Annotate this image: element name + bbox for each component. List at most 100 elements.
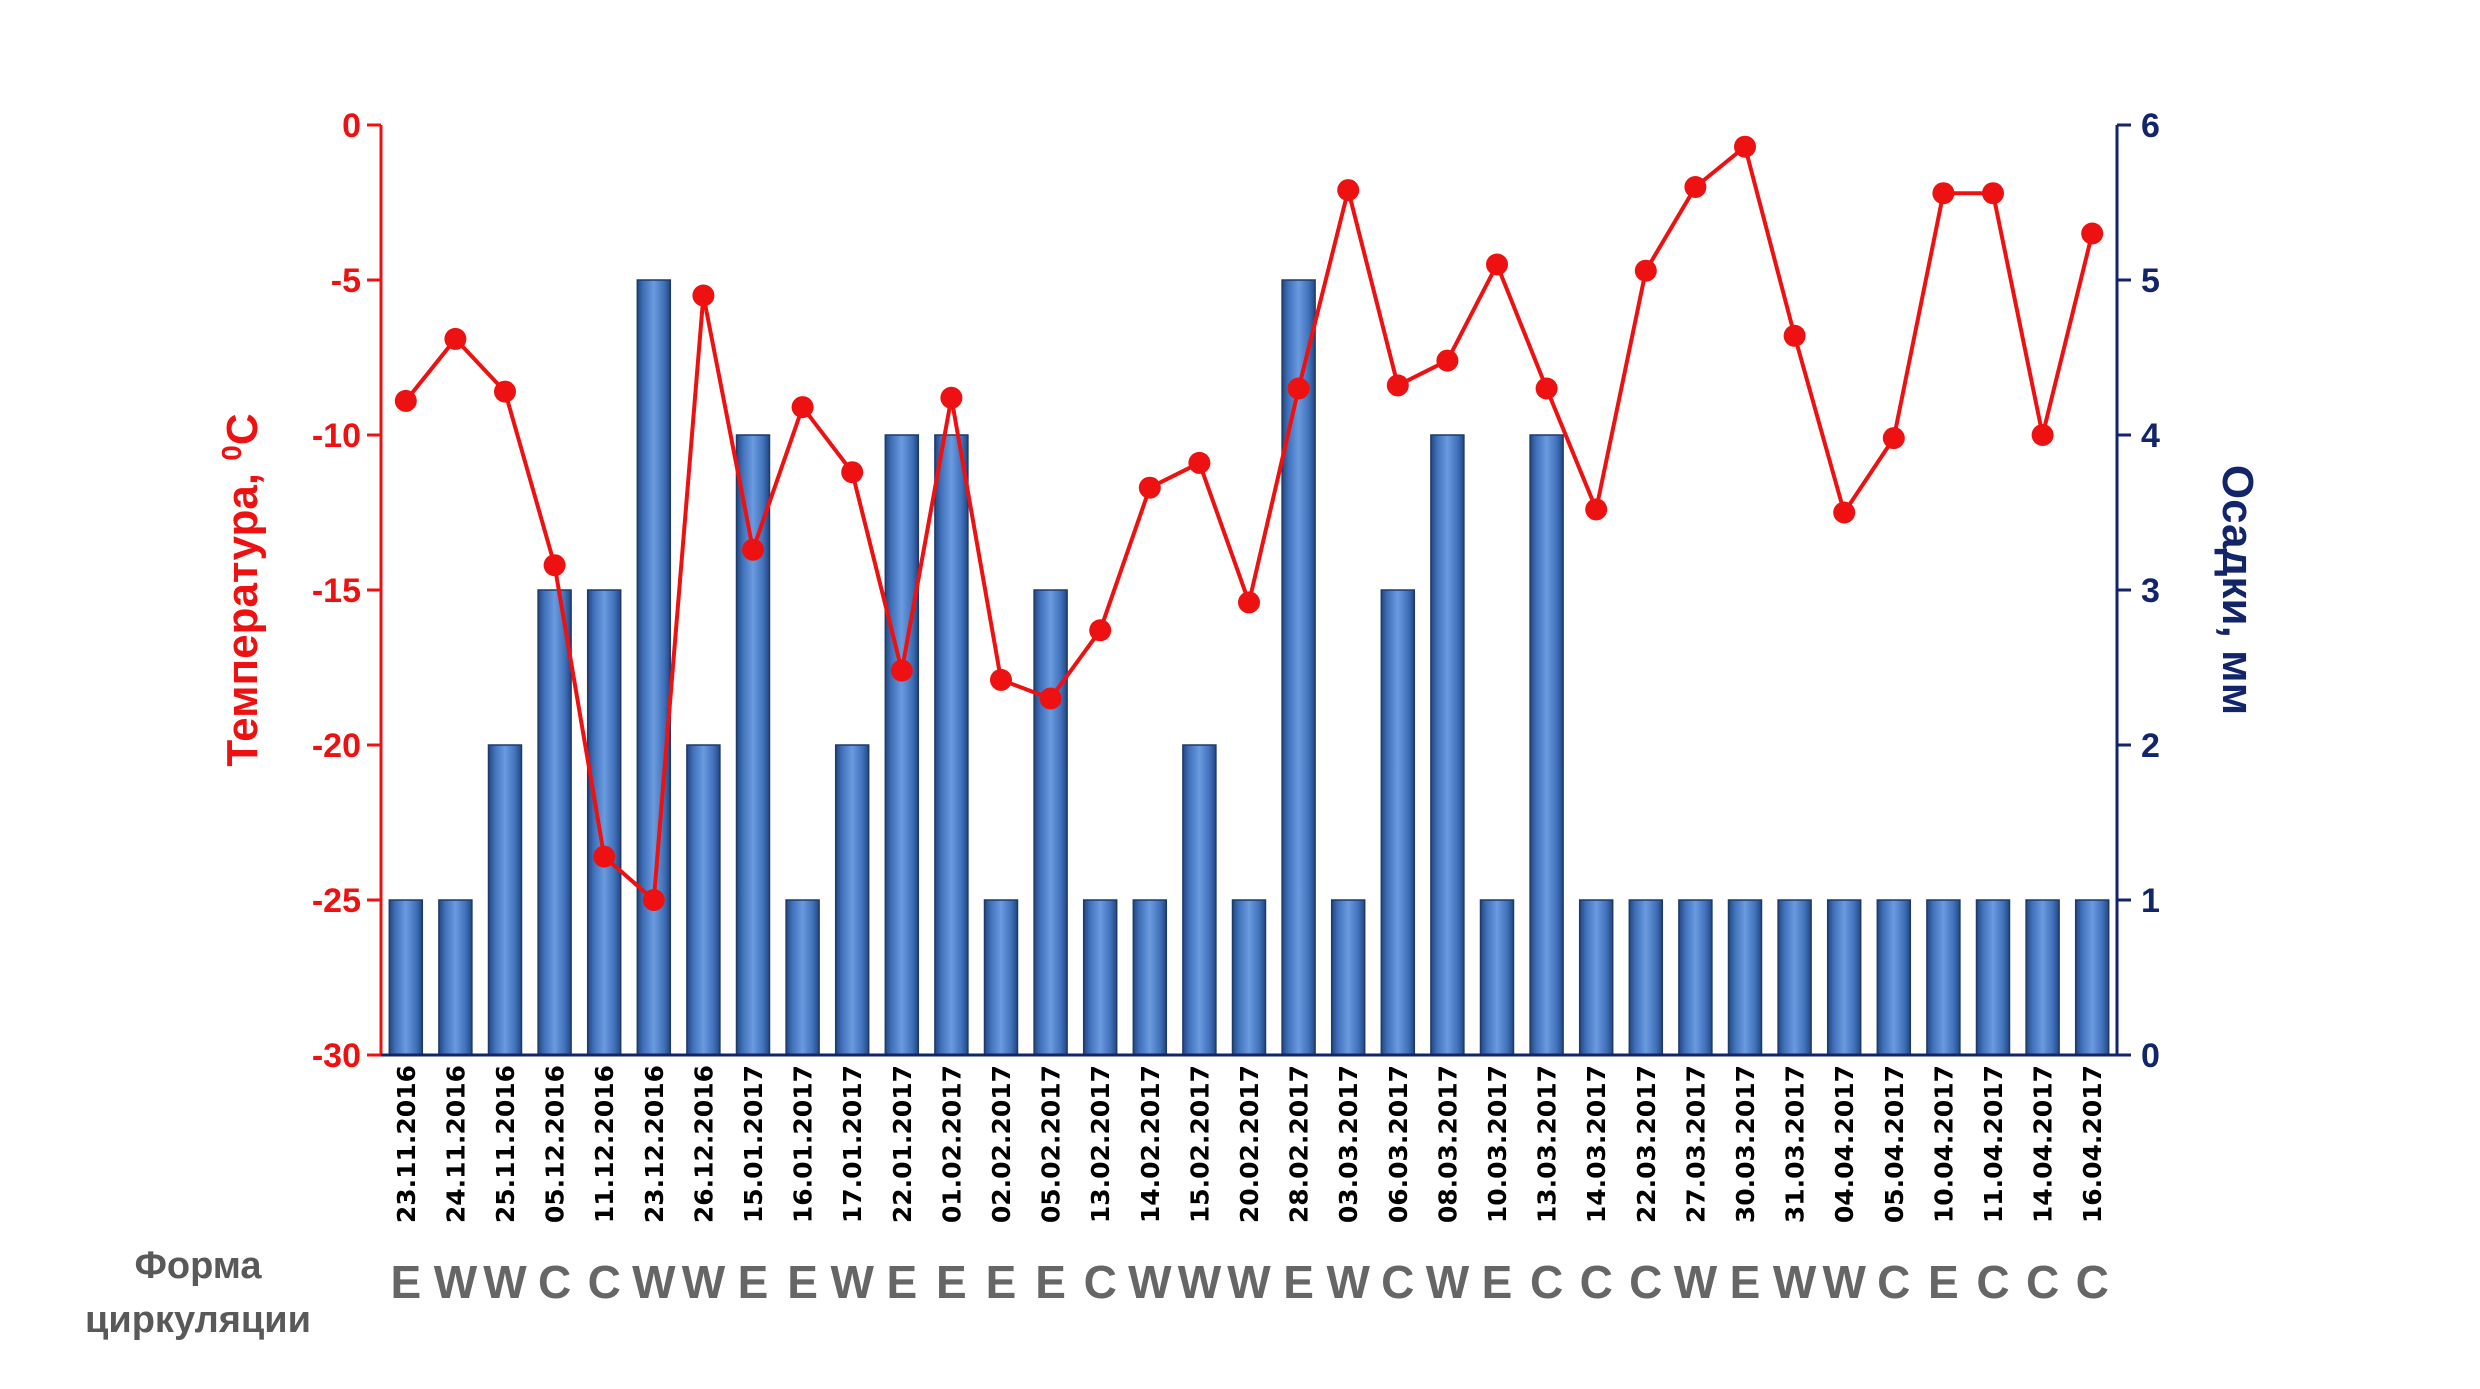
precipitation-bar (388, 899, 424, 1056)
circulation-letter: C (1580, 1256, 1613, 1308)
circulation-letter: W (632, 1256, 676, 1308)
precipitation-bar (834, 744, 870, 1056)
temperature-point (1932, 182, 1955, 205)
precipitation-bar (1777, 899, 1812, 1056)
date-label: 23.12.2016 (640, 1065, 669, 1223)
circulation-letter: E (787, 1256, 818, 1308)
circulation-letter: W (434, 1256, 478, 1308)
date-label: 24.11.2016 (441, 1065, 470, 1223)
temperature-point (1287, 377, 1310, 400)
date-label: 11.04.2017 (1979, 1065, 2008, 1223)
precipitation-bar (934, 434, 969, 1056)
temperature-point (394, 389, 417, 412)
date-label: 11.12.2016 (590, 1065, 619, 1223)
right-tick-label: 6 (2141, 107, 2160, 145)
circulation-letter: E (986, 1256, 1017, 1308)
date-label: 16.01.2017 (789, 1065, 818, 1223)
temperature-point (1833, 501, 1856, 524)
left-tick-label: -30 (312, 1037, 361, 1075)
circulation-letter: W (1773, 1256, 1817, 1308)
circulation-letter: E (1283, 1256, 1314, 1308)
left-axis-ticks: 0 -5 -10 -15 -20 -25 -30 (312, 107, 381, 1075)
temperature-point (1783, 324, 1806, 347)
circulation-letter: C (1877, 1256, 1910, 1308)
right-tick-label: 5 (2141, 262, 2160, 300)
date-label: 01.02.2017 (937, 1065, 966, 1223)
circulation-letter: W (1674, 1256, 1718, 1308)
temperature-point (543, 554, 566, 577)
temperature-point (1634, 259, 1657, 282)
circulation-letter: W (1178, 1256, 1222, 1308)
precipitation-bar (1826, 899, 1862, 1056)
date-label: 05.12.2016 (541, 1065, 570, 1223)
precipitation-bar (1182, 744, 1217, 1056)
circulation-letter: E (390, 1256, 421, 1308)
precipitation-bar (983, 899, 1019, 1056)
temperature-point (940, 386, 963, 409)
precipitation-bar (1231, 899, 1267, 1056)
circulation-letter: C (1976, 1256, 2009, 1308)
temperature-point (990, 668, 1012, 691)
precipitation-bar (2074, 899, 2110, 1056)
precipitation-bar (586, 589, 622, 1056)
date-label: 15.02.2017 (1185, 1065, 1214, 1223)
circulation-letter: E (936, 1256, 967, 1308)
precipitation-bar (1380, 589, 1416, 1056)
date-label: 22.01.2017 (888, 1065, 917, 1223)
circulation-letter: W (1326, 1256, 1370, 1308)
temperature-point (2031, 424, 2054, 446)
circulation-letter: W (1822, 1256, 1866, 1308)
precipitation-bar (1330, 899, 1366, 1056)
date-label: 10.03.2017 (1483, 1065, 1512, 1223)
date-label: 25.11.2016 (491, 1065, 520, 1223)
precipitation-bar (884, 434, 920, 1056)
circulation-letter: C (1530, 1256, 1563, 1308)
temperature-point (1535, 377, 1558, 400)
date-label: 23.11.2016 (392, 1065, 421, 1223)
precipitation-bar (438, 899, 473, 1056)
precipitation-bar (1578, 899, 1614, 1056)
precipitation-bar (2025, 899, 2060, 1056)
precipitation-bar (1678, 899, 1713, 1056)
date-label: 16.04.2017 (2078, 1065, 2107, 1223)
left-axis-title: Температура, 0С (216, 413, 267, 766)
temperature-point (1089, 619, 1112, 642)
date-label: 31.03.2017 (1781, 1065, 1810, 1223)
circulation-letter: W (830, 1256, 874, 1308)
right-tick-label: 1 (2141, 882, 2160, 920)
temperature-point (1436, 349, 1459, 372)
date-label: 06.03.2017 (1384, 1065, 1413, 1223)
circulation-title-line1: Форма (134, 1245, 262, 1287)
precipitation-bar (1727, 899, 1763, 1056)
date-label: 03.03.2017 (1334, 1065, 1363, 1223)
precipitation-bar (487, 744, 523, 1056)
precipitation-bar (537, 589, 572, 1056)
date-label: 14.02.2017 (1136, 1065, 1165, 1223)
circulation-letter: W (682, 1256, 726, 1308)
precipitation-bar (1479, 899, 1515, 1056)
temperature-point (1684, 176, 1707, 198)
temperature-point (1386, 374, 1409, 397)
circulation-letter: C (1084, 1256, 1117, 1308)
date-label: 14.04.2017 (2029, 1065, 2058, 1223)
temperature-point (1882, 427, 1905, 450)
date-label: 13.02.2017 (1086, 1065, 1115, 1223)
circulation-title-line2: циркуляции (85, 1299, 311, 1341)
temperature-point (1734, 135, 1756, 158)
right-tick-label: 3 (2141, 572, 2160, 610)
circulation-letter: W (483, 1256, 527, 1308)
date-label: 17.01.2017 (838, 1065, 867, 1223)
circulation-letter: E (738, 1256, 769, 1308)
temperature-point (890, 659, 913, 682)
precipitation-bar (1926, 899, 1961, 1056)
temperature-point (444, 327, 467, 350)
date-label: 15.01.2017 (739, 1065, 768, 1223)
right-tick-label: 0 (2141, 1037, 2160, 1075)
precipitation-bar (1529, 434, 1564, 1056)
date-label: 27.03.2017 (1681, 1065, 1710, 1223)
date-label: 05.02.2017 (1037, 1065, 1066, 1223)
date-label: 26.12.2016 (689, 1065, 718, 1223)
date-label: 20.02.2017 (1235, 1065, 1264, 1223)
